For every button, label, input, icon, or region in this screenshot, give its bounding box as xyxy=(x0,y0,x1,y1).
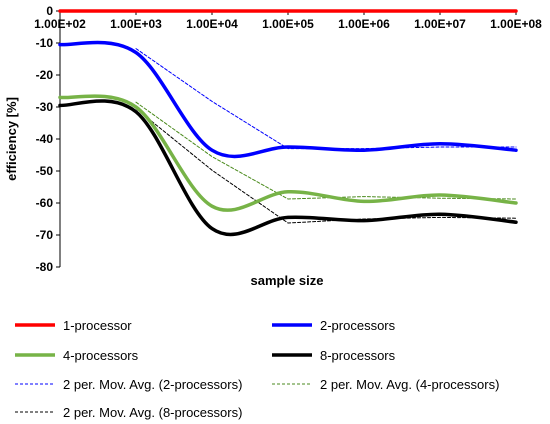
legend-item-4-processors: 4-processors xyxy=(15,348,139,363)
series-2-per-mov-avg-4-processors xyxy=(135,101,517,200)
x-axis-title: sample size xyxy=(251,273,324,288)
y-tick-label: 0 xyxy=(46,4,53,18)
y-tick-label: -70 xyxy=(36,228,54,242)
x-tick-label: 1.00E+03 xyxy=(110,17,162,31)
legend-label: 4-processors xyxy=(63,348,139,363)
series-4-processors xyxy=(58,94,518,212)
legend-item-2-processors: 2-processors xyxy=(272,318,396,333)
y-tick-label: -10 xyxy=(36,36,54,50)
legend-label: 1-processor xyxy=(63,318,132,333)
legend-item-1-processor: 1-processor xyxy=(15,318,132,333)
x-tick-label: 1.00E+08 xyxy=(490,17,542,31)
series-8-processors xyxy=(58,99,518,237)
y-tick-label: -60 xyxy=(36,196,54,210)
x-tick-label: 1.00E+04 xyxy=(186,17,238,31)
series-lines xyxy=(58,9,518,237)
y-tick-label: -80 xyxy=(36,260,54,274)
series-2-processors xyxy=(58,40,518,159)
series-2-per-mov-avg-8-processors xyxy=(135,108,517,224)
y-tick-label: -30 xyxy=(36,100,54,114)
x-tick-label: 1.00E+07 xyxy=(414,17,466,31)
x-axis-ticks: 1.00E+02 1.00E+03 1.00E+04 1.00E+05 1.00E+06… xyxy=(34,11,542,31)
legend-label: 2-processors xyxy=(320,318,396,333)
y-tick-label: -20 xyxy=(36,68,54,82)
y-tick-label: -50 xyxy=(36,164,54,178)
legend-label: 2 per. Mov. Avg. (4-processors) xyxy=(320,377,499,392)
legend-label: 2 per. Mov. Avg. (2-processors) xyxy=(63,377,242,392)
legend-item-8-processors: 8-processors xyxy=(272,348,396,363)
y-axis-title: efficiency [%] xyxy=(4,97,19,181)
legend-item-2-per-mov-avg-8-processors: 2 per. Mov. Avg. (8-processors) xyxy=(15,405,242,420)
legend-label: 8-processors xyxy=(320,348,396,363)
legend-item-2-per-mov-avg-4-processors: 2 per. Mov. Avg. (4-processors) xyxy=(272,377,499,392)
y-tick-label: -40 xyxy=(36,132,54,146)
x-tick-label: 1.00E+06 xyxy=(338,17,390,31)
x-tick-label: 1.00E+05 xyxy=(262,17,314,31)
legend-label: 2 per. Mov. Avg. (8-processors) xyxy=(63,405,242,420)
legend-item-2-per-mov-avg-2-processors: 2 per. Mov. Avg. (2-processors) xyxy=(15,377,242,392)
y-axis-ticks: 0 -10 -20 -30 -40 -50 -60 -70 -80 xyxy=(36,4,60,274)
legend: 1-processor 2-processors 4-processors 8-pro… xyxy=(15,318,499,420)
